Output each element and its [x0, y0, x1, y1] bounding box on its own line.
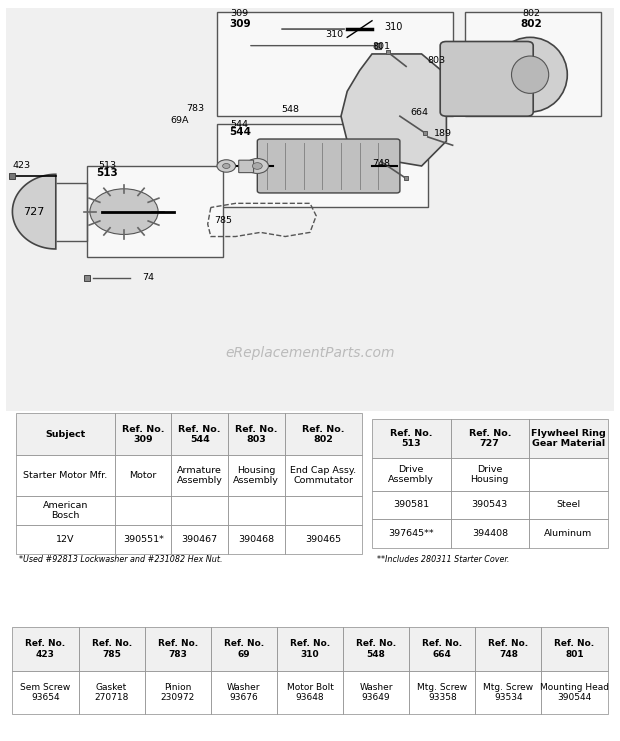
Text: 309: 309 — [231, 9, 249, 18]
Ellipse shape — [493, 37, 567, 112]
Text: 513: 513 — [98, 162, 116, 170]
Text: 423: 423 — [12, 162, 30, 170]
FancyBboxPatch shape — [217, 13, 453, 116]
FancyBboxPatch shape — [6, 8, 614, 411]
FancyBboxPatch shape — [440, 41, 533, 116]
Text: eReplacementParts.com: eReplacementParts.com — [225, 346, 395, 359]
FancyBboxPatch shape — [257, 139, 400, 193]
Text: 310: 310 — [326, 30, 343, 39]
FancyBboxPatch shape — [239, 160, 254, 173]
Text: 803: 803 — [428, 56, 446, 64]
Text: 802: 802 — [523, 9, 541, 18]
Text: 748: 748 — [372, 159, 390, 167]
Ellipse shape — [512, 56, 549, 93]
Text: 544: 544 — [231, 120, 249, 129]
FancyBboxPatch shape — [465, 13, 601, 116]
Polygon shape — [341, 54, 446, 166]
Text: 802: 802 — [521, 19, 542, 29]
Text: 544: 544 — [229, 127, 251, 136]
Text: 513: 513 — [96, 168, 118, 178]
Circle shape — [217, 160, 236, 172]
Text: 783: 783 — [187, 104, 205, 113]
Text: 69A: 69A — [170, 116, 189, 124]
Circle shape — [223, 164, 230, 168]
Text: 309: 309 — [229, 19, 251, 29]
Text: 664: 664 — [410, 108, 428, 117]
Text: 189: 189 — [434, 129, 452, 138]
Text: **Includes 280311 Starter Cover.: **Includes 280311 Starter Cover. — [377, 555, 509, 564]
Text: 801: 801 — [372, 42, 390, 51]
FancyBboxPatch shape — [217, 124, 428, 207]
Text: 74: 74 — [143, 273, 154, 282]
Circle shape — [90, 189, 158, 234]
Text: 310: 310 — [384, 22, 403, 32]
Text: *Used #92813 Lockwasher and #231082 Hex Nut.: *Used #92813 Lockwasher and #231082 Hex … — [19, 555, 223, 564]
Circle shape — [246, 159, 268, 173]
Text: 548: 548 — [281, 104, 299, 113]
Text: 727: 727 — [24, 207, 45, 216]
Text: 785: 785 — [214, 216, 232, 225]
Circle shape — [252, 163, 262, 169]
Polygon shape — [12, 174, 56, 249]
FancyBboxPatch shape — [87, 166, 223, 257]
